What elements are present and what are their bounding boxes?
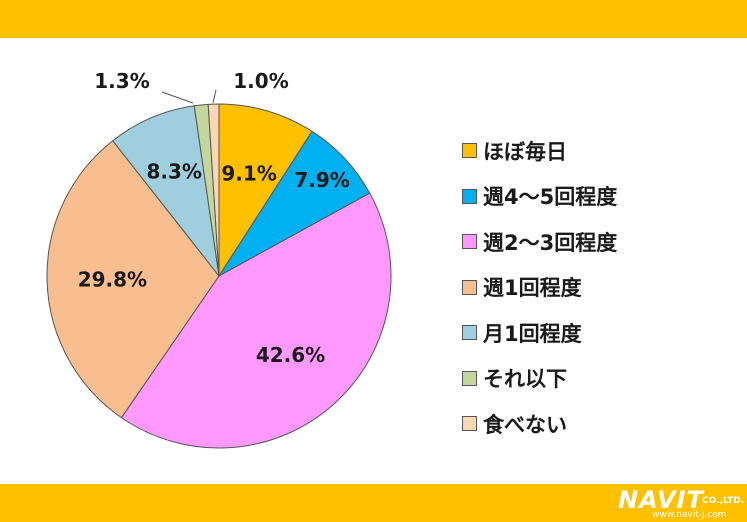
legend-item-7: 食べない	[462, 401, 722, 447]
pie-slice-3	[120, 192, 392, 449]
legend-item-6: それ以下	[462, 356, 722, 402]
logo-company-text: CO.,LTD.	[702, 496, 745, 506]
data-label-6: 1.3%	[94, 69, 149, 93]
legend-swatch	[462, 279, 477, 295]
logo-main-text: NAVIT	[618, 486, 704, 514]
pie-slice-5	[112, 105, 220, 278]
legend-swatch	[462, 188, 477, 204]
data-label-1: 9.1%	[221, 162, 276, 186]
leader-lines	[161, 89, 217, 104]
legend-swatch	[462, 143, 477, 159]
pie-chart: 9.1% 7.9% 42.6% 29.8% 8.3% 1.3% 1.0%	[46, 69, 392, 449]
pie-slice-1	[218, 103, 313, 278]
pie-slice-7	[207, 103, 220, 277]
chart-legend: ほぼ毎日週4～5回程度 週2～3回程度 週1回程度月1回程度それ以下食べない	[462, 128, 722, 447]
legend-item-2: 週4～5回程度	[462, 174, 722, 220]
legend-item-3: 週2～3回程度	[462, 219, 722, 265]
legend-swatch	[462, 325, 477, 341]
data-label-5: 8.3%	[147, 160, 202, 184]
legend-item-1: ほぼ毎日	[462, 128, 722, 174]
data-labels: 9.1% 7.9% 42.6% 29.8% 8.3% 1.3% 1.0%	[78, 69, 350, 367]
data-label-3: 42.6%	[256, 343, 325, 367]
leader-line-6	[161, 91, 194, 104]
data-label-4: 29.8%	[78, 267, 147, 291]
header-bar	[0, 0, 747, 38]
logo-url-text: www.navit-j.com	[652, 510, 727, 520]
legend-label: それ以下	[483, 367, 567, 392]
legend-label: 週2～3回程度	[483, 230, 618, 255]
legend-swatch	[462, 416, 477, 432]
legend-swatch	[462, 234, 477, 250]
legend-label: 週4～5回程度	[483, 185, 618, 210]
pie-slices	[46, 103, 392, 449]
legend-item-5: 月1回程度	[462, 310, 722, 356]
leader-line-7	[212, 89, 217, 104]
legend-swatch	[462, 370, 477, 386]
data-label-2: 7.9%	[294, 168, 349, 192]
legend-label: 週1回程度	[483, 276, 582, 301]
data-label-7: 1.0%	[233, 69, 288, 93]
legend-label: ほぼ毎日	[483, 139, 567, 164]
legend-item-4: 週1回程度	[462, 265, 722, 311]
footer-bar	[0, 484, 747, 522]
legend-label: 食べない	[483, 412, 567, 437]
company-logo: NAVIT CO.,LTD. www.navit-j.com	[612, 484, 745, 522]
pie-slice-4	[46, 140, 220, 419]
legend-label: 月1回程度	[483, 321, 582, 346]
